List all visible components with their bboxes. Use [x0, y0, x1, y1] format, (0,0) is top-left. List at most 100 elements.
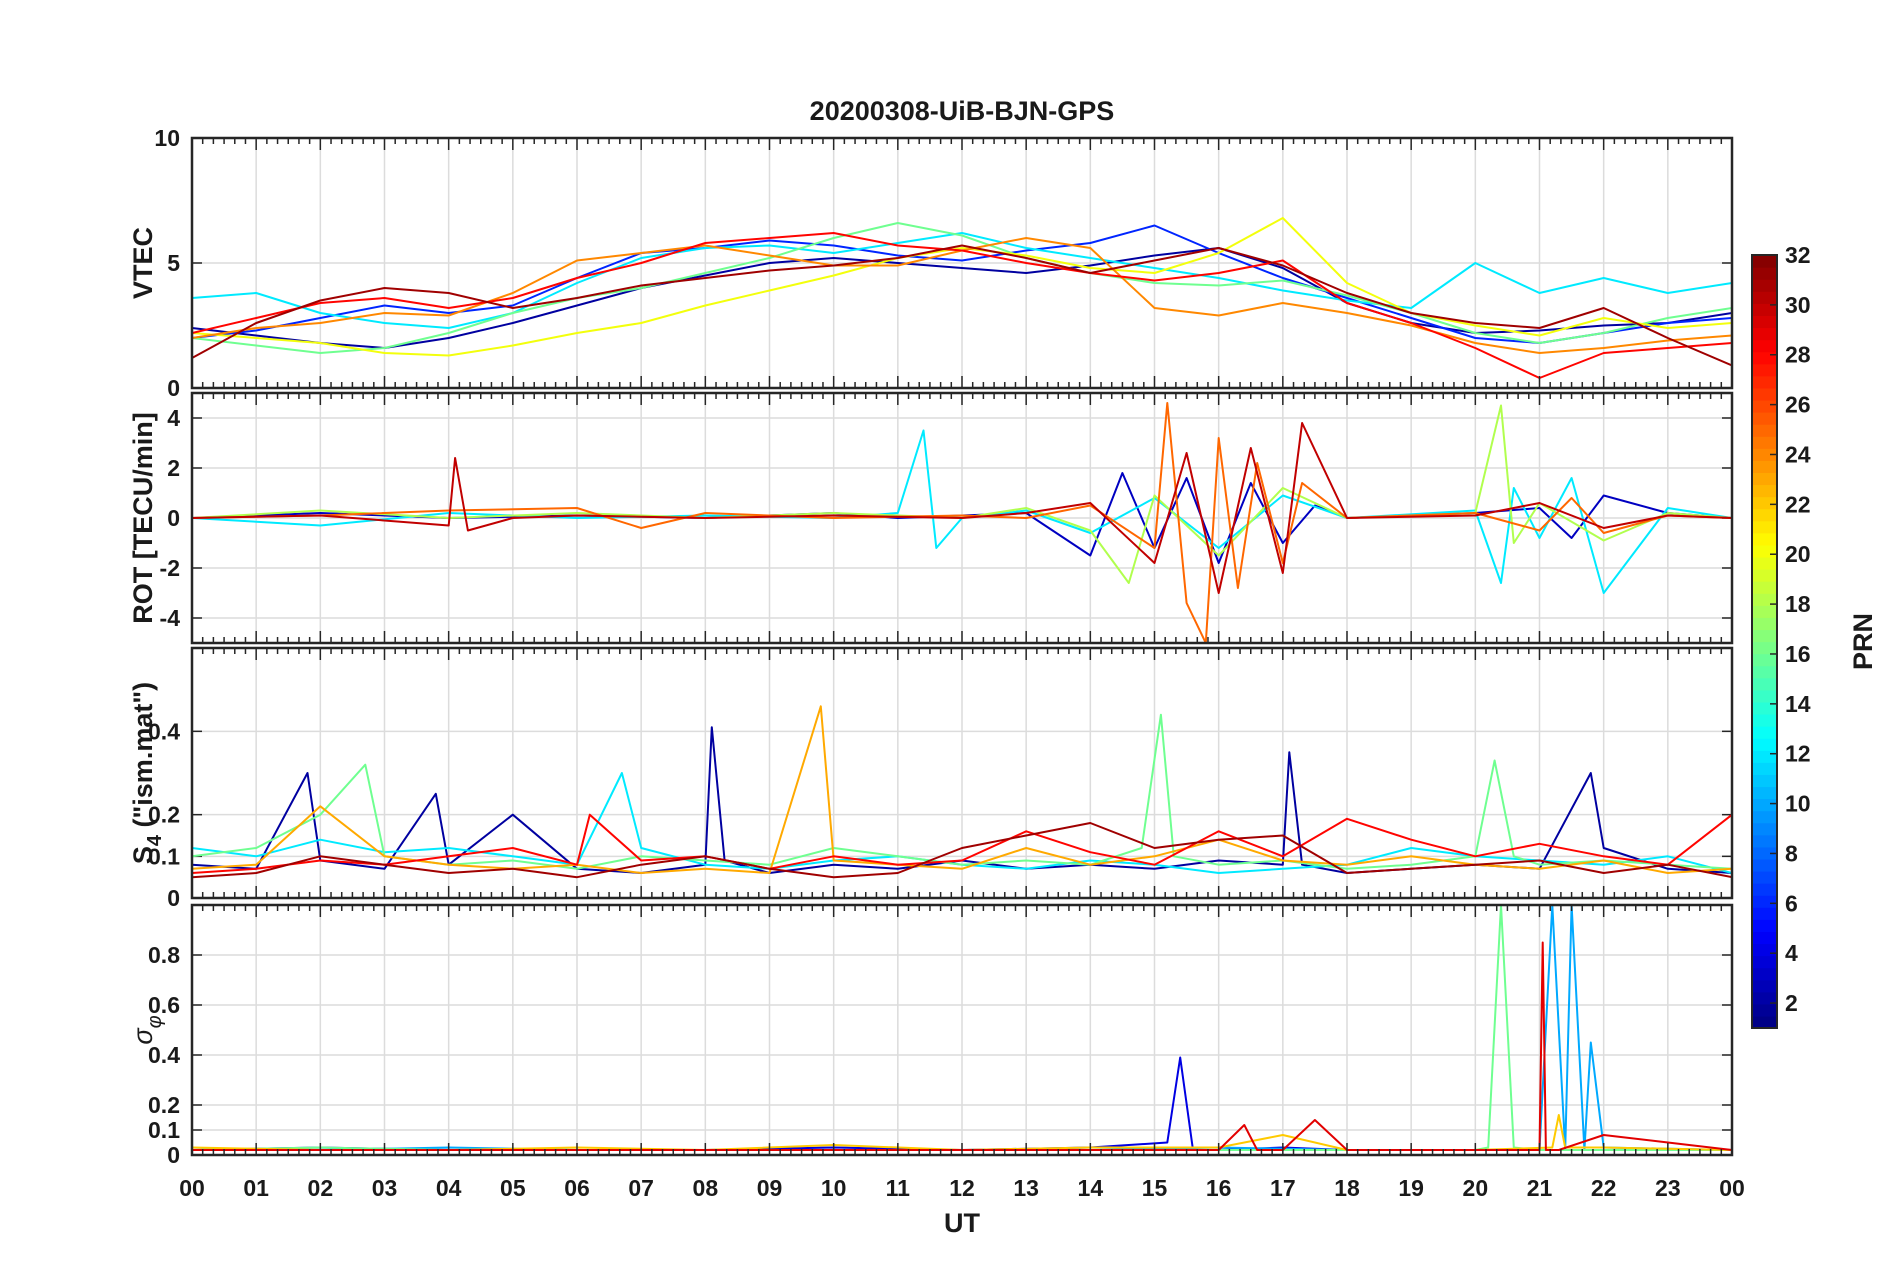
colorbar-swatch [1752, 629, 1777, 643]
x-tick-label: 02 [308, 1175, 334, 1201]
colorbar-tick-label: 16 [1785, 641, 1811, 667]
colorbar-swatch [1752, 267, 1777, 280]
y-tick-label: 0.1 [148, 843, 180, 869]
colorbar-tick-label: 10 [1785, 791, 1811, 817]
colorbar-swatch [1752, 979, 1777, 993]
colorbar-tick-label: 24 [1785, 441, 1811, 467]
axes-frame [190, 646, 1734, 900]
colorbar-swatch [1752, 460, 1777, 474]
colorbar-swatch [1752, 762, 1777, 775]
x-tick-label: 14 [1078, 1175, 1104, 1201]
colorbar-swatch [1752, 375, 1777, 389]
x-tick-label: 15 [1142, 1175, 1168, 1201]
colorbar-swatch [1752, 532, 1777, 546]
colorbar-tick-label: 30 [1785, 292, 1811, 318]
colorbar-swatch [1752, 520, 1777, 534]
y-tick-label: 0.4 [148, 1042, 180, 1068]
colorbar-frame [1751, 254, 1778, 1029]
y-tick-label: 4 [167, 405, 180, 431]
colorbar-swatch [1752, 895, 1777, 908]
colorbar-swatch [1752, 701, 1777, 715]
x-tick-label: 05 [500, 1175, 526, 1201]
colorbar-swatch [1752, 556, 1777, 570]
x-tick-label: 21 [1527, 1175, 1553, 1201]
x-tick-label: 08 [693, 1175, 719, 1201]
y-tick-label: 0.2 [148, 1092, 180, 1118]
x-tick-label: 04 [436, 1175, 462, 1201]
y-tick-label: 0 [167, 1142, 180, 1168]
colorbar-tick-label: 14 [1785, 691, 1811, 717]
y-tick-label: 10 [154, 125, 180, 151]
x-tick-label: 00 [179, 1175, 205, 1201]
colorbar-swatch [1752, 822, 1777, 836]
y-tick-label: 0 [167, 885, 180, 911]
colorbar-tick-label: 2 [1785, 990, 1798, 1016]
x-tick-label: 10 [821, 1175, 847, 1201]
series-line-prn-18 [192, 404, 1732, 584]
colorbar-tick-label: 18 [1785, 591, 1811, 617]
x-tick-label: 13 [1013, 1175, 1039, 1201]
colorbar-swatch [1752, 363, 1777, 377]
colorbar-swatch [1752, 870, 1777, 884]
y-tick-label: 5 [167, 250, 180, 276]
colorbar-swatch [1752, 279, 1777, 292]
y-tick-label: -4 [160, 605, 181, 631]
colorbar-swatch [1752, 484, 1777, 498]
y-tick-label: -2 [160, 555, 180, 581]
s4-panel: 0 0.1 0.2 0.4S4 ("ism.mat") [128, 646, 1734, 911]
colorbar-swatch [1752, 303, 1777, 316]
colorbar-tick-label: 32 [1785, 242, 1811, 268]
x-tick-label: 06 [564, 1175, 590, 1201]
colorbar-swatch [1752, 943, 1777, 957]
x-tick-label: 07 [628, 1175, 654, 1201]
colorbar-tick-label: 26 [1785, 392, 1811, 418]
series-line-prn-31 [192, 244, 1732, 367]
series-line-prn-30 [192, 422, 1732, 594]
colorbar-swatch [1752, 593, 1777, 606]
colorbar-tick-label: 12 [1785, 741, 1811, 767]
colorbar-swatch [1752, 738, 1777, 751]
y-tick-label: 0.2 [148, 802, 180, 828]
colorbar-swatch [1752, 1015, 1777, 1029]
x-tick-labels: 00 01 02 03 04 05 06 07 08 09 10 11 12 13 14 15 16 17 18 19… [179, 1175, 1745, 1201]
colorbar-swatch [1752, 255, 1777, 268]
colorbar-swatch [1752, 846, 1777, 860]
y-tick-label: 0.4 [148, 718, 180, 744]
colorbar-swatch [1752, 605, 1777, 618]
colorbar-swatch [1752, 436, 1777, 449]
y-tick-label: 0.8 [148, 942, 180, 968]
axes-frame [190, 136, 1734, 390]
series-line-prn-23 [192, 705, 1732, 874]
x-tick-label: 22 [1591, 1175, 1617, 1201]
colorbar-swatch [1752, 955, 1777, 969]
colorbar-swatch [1752, 689, 1777, 703]
colorbar-swatch [1752, 315, 1777, 329]
colorbar-swatch [1752, 1003, 1777, 1017]
colorbar-tick-label: 22 [1785, 491, 1811, 517]
y-tick-label: 0.1 [148, 1117, 180, 1143]
colorbar-swatch [1752, 351, 1777, 365]
colorbar-swatch [1752, 412, 1777, 425]
colorbar-swatch [1752, 508, 1777, 522]
y-axis-label: VTEC [128, 227, 158, 299]
series-line-prn-16 [192, 222, 1732, 354]
vtec-panel: 0 5 10 VTEC [128, 125, 1734, 401]
colorbar-swatch [1752, 774, 1777, 788]
colorbar-tick-label: 20 [1785, 541, 1811, 567]
y-tick-label: 0 [167, 375, 180, 401]
chart-title: 20200308-UiB-BJN-GPS [810, 96, 1115, 126]
series-line-prn-31 [192, 822, 1732, 879]
colorbar-swatch [1752, 883, 1777, 896]
x-tick-label: 23 [1655, 1175, 1681, 1201]
colorbar-swatch [1752, 424, 1777, 437]
colorbar-swatch [1752, 665, 1777, 679]
colorbar-swatch [1752, 786, 1777, 800]
colorbar-swatch [1752, 448, 1777, 461]
colorbar-swatch [1752, 653, 1777, 667]
colorbar-swatch [1752, 641, 1777, 655]
colorbar-swatch [1752, 569, 1777, 582]
axes-frame [190, 903, 1734, 1157]
series-line-prn-20 [192, 217, 1732, 357]
colorbar-swatch [1752, 677, 1777, 691]
